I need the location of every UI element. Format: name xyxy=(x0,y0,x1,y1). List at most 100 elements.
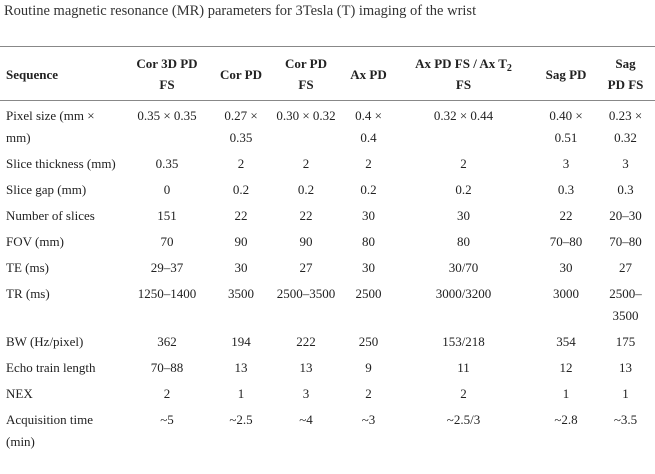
cell-cor-pd: 1 xyxy=(237,386,245,401)
cell-cor-3d-pd-fs: 0 xyxy=(163,182,171,197)
cell-cor-pd: 2 xyxy=(237,156,245,171)
cell-sag-pd: 22 xyxy=(559,208,573,223)
cell-cor-pd: 0.2 xyxy=(232,182,250,197)
cell-ax-pd: 2 xyxy=(365,386,372,401)
cell-sag-pd-fs: 1 xyxy=(622,386,629,401)
cell-sag-pd: 0.3 xyxy=(557,182,575,197)
cell-cor-3d-pd-fs: 0.35 × 0.35 xyxy=(137,108,197,123)
cell-cor-pd: 13 xyxy=(234,360,248,375)
cell-cor-3d-pd-fs: 70–88 xyxy=(150,360,184,375)
cell-ax-pd: 0.4 × 0.4 xyxy=(355,108,382,145)
cell-cor-3d-pd-fs: 0.35 xyxy=(155,156,179,171)
header-row: Sequence Cor 3D PD FS Cor PD Cor PD FS A… xyxy=(0,46,655,101)
table-row: TE (ms) 29–37 30 27 30 30/70 30 27 xyxy=(0,255,655,281)
cell-sequence: Number of slices xyxy=(6,208,95,223)
table-container: Sequence Cor 3D PD FS Cor PD Cor PD FS A… xyxy=(0,46,655,455)
table-row: FOV (mm) 70 90 90 80 80 70–80 70–80 xyxy=(0,229,655,255)
cell-ax-pd: 9 xyxy=(365,360,372,375)
table-row: NEX 2 1 3 2 2 1 1 xyxy=(0,381,655,407)
cell-sag-pd: 3000 xyxy=(553,286,579,301)
header-ax-pd: Ax PD xyxy=(350,66,387,82)
cell-cor-3d-pd-fs: 70 xyxy=(160,234,174,249)
cell-sequence: Slice gap (mm) xyxy=(6,182,87,197)
cell-ax-pd-fs: 30 xyxy=(457,208,470,223)
header-sag-pd: Sag PD xyxy=(545,66,587,82)
cell-sag-pd-fs: 13 xyxy=(619,360,632,375)
cell-cor-pd-fs: 90 xyxy=(299,234,313,249)
cell-ax-pd: 2500 xyxy=(355,286,382,301)
table-row: TR (ms) 1250–1400 3500 2500–3500 2500 3000/32… xyxy=(0,281,655,329)
cell-cor-3d-pd-fs: ~5 xyxy=(160,412,174,427)
cell-sag-pd-fs: 175 xyxy=(615,334,636,349)
cell-cor-pd: 30 xyxy=(234,260,248,275)
table-row: Echo train length 70–88 13 13 9 11 12 13 xyxy=(0,355,655,381)
cell-sag-pd-fs: 0.3 xyxy=(617,182,634,197)
cell-sag-pd: ~2.8 xyxy=(554,412,578,427)
header-cor-pd-fs: Cor PD FS xyxy=(284,56,327,92)
cell-cor-pd: 0.27 × 0.35 xyxy=(224,108,258,145)
cell-ax-pd-fs: 153/218 xyxy=(442,334,485,349)
cell-ax-pd-fs: 0.2 xyxy=(455,182,472,197)
table-caption: Routine magnetic resonance (MR) paramete… xyxy=(4,3,477,19)
cell-cor-pd-fs: 3 xyxy=(302,386,310,401)
cell-cor-3d-pd-fs: 362 xyxy=(157,334,177,349)
cell-sag-pd: 1 xyxy=(562,386,570,401)
header-ax-subscript: 2 xyxy=(506,63,512,74)
cell-cor-3d-pd-fs: 29–37 xyxy=(150,260,184,275)
cell-ax-pd-fs: ~2.5/3 xyxy=(446,412,481,427)
header-sequence: Sequence xyxy=(6,66,58,82)
cell-cor-pd-fs: ~4 xyxy=(299,412,313,427)
cell-sag-pd-fs: 70–80 xyxy=(609,234,642,249)
cell-sag-pd: 0.40 × 0.51 xyxy=(549,108,583,145)
cell-sequence: TE (ms) xyxy=(6,260,49,275)
header-cor-3d-pd-fs: Cor 3D PD FS xyxy=(136,56,198,92)
cell-ax-pd: 30 xyxy=(362,208,375,223)
header-ax-suffix: FS xyxy=(455,77,472,92)
table-body: Pixel size (mm × mm) 0.35 × 0.35 0.27 × 0.… xyxy=(0,101,655,456)
cell-sag-pd-fs: 0.23 × 0.32 xyxy=(608,108,643,145)
cell-ax-pd-fs: 2 xyxy=(460,386,467,401)
cell-cor-pd-fs: 27 xyxy=(299,260,313,275)
header-ax-pd-fs-ax-t2-fs: Ax PD FS / Ax T2 FS xyxy=(391,47,536,101)
cell-ax-pd: 0.2 xyxy=(360,182,377,197)
cell-sag-pd: 70–80 xyxy=(549,234,583,249)
cell-ax-pd-fs: 0.32 × 0.44 xyxy=(433,108,494,123)
cell-cor-pd: ~2.5 xyxy=(229,412,253,427)
cell-sag-pd: 354 xyxy=(556,334,576,349)
cell-cor-pd: 3500 xyxy=(228,286,254,301)
cell-sag-pd-fs: 27 xyxy=(619,260,632,275)
cell-ax-pd-fs: 80 xyxy=(457,234,470,249)
table-row: Slice gap (mm) 0 0.2 0.2 0.2 0.2 0.3 0.3 xyxy=(0,177,655,203)
cell-sag-pd-fs: ~3.5 xyxy=(613,412,638,427)
cell-sag-pd-fs: 3 xyxy=(622,156,629,171)
cell-ax-pd-fs: 30/70 xyxy=(448,260,479,275)
header-cor-pd: Cor PD xyxy=(219,66,262,82)
cell-sequence: Echo train length xyxy=(6,360,96,375)
table-row: Slice thickness (mm) 0.35 2 2 2 2 3 3 xyxy=(0,151,655,177)
table-row: Number of slices 151 22 22 30 30 22 20–30 xyxy=(0,203,655,229)
cell-cor-pd-fs: 0.30 × 0.32 xyxy=(276,108,336,123)
cell-ax-pd-fs: 11 xyxy=(457,360,470,375)
cell-sag-pd: 3 xyxy=(562,156,570,171)
cell-sequence: Acquisition time (min) xyxy=(6,412,94,449)
cell-sequence: NEX xyxy=(6,386,33,401)
cell-ax-pd: 80 xyxy=(362,234,375,249)
cell-cor-pd-fs: 13 xyxy=(299,360,313,375)
cell-ax-pd: 250 xyxy=(358,334,379,349)
table-row: Acquisition time (min) ~5 ~2.5 ~4 ~3 ~2.5/3 ~2… xyxy=(0,407,655,455)
cell-cor-pd-fs: 222 xyxy=(296,334,316,349)
cell-ax-pd: 30 xyxy=(362,260,375,275)
header-sag-pd-fs: Sag PD FS xyxy=(607,56,644,92)
cell-cor-pd-fs: 2500–3500 xyxy=(276,286,336,301)
cell-cor-pd: 90 xyxy=(234,234,248,249)
cell-cor-pd-fs: 2 xyxy=(302,156,310,171)
cell-ax-pd-fs: 2 xyxy=(460,156,467,171)
cell-cor-3d-pd-fs: 1250–1400 xyxy=(137,286,197,301)
cell-sequence: BW (Hz/pixel) xyxy=(6,334,84,349)
cell-cor-pd: 194 xyxy=(231,334,251,349)
cell-cor-pd-fs: 22 xyxy=(299,208,313,223)
cell-ax-pd: 2 xyxy=(365,156,372,171)
cell-sag-pd: 12 xyxy=(559,360,573,375)
cell-cor-3d-pd-fs: 2 xyxy=(163,386,171,401)
cell-ax-pd-fs: 3000/3200 xyxy=(435,286,492,301)
